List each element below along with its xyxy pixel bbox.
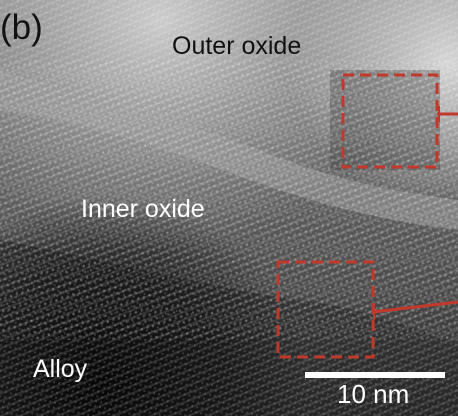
alloy-label: Alloy <box>33 355 88 383</box>
highlight-leader-inner <box>372 300 458 314</box>
panel-label: (b) <box>0 8 43 47</box>
scale-bar <box>305 372 445 378</box>
outer-oxide-label: Outer oxide <box>172 32 302 60</box>
scale-bar-label: 10 nm <box>337 379 410 409</box>
inner-oxide-label: Inner oxide <box>81 195 205 223</box>
highlight-box-outer <box>341 73 439 169</box>
